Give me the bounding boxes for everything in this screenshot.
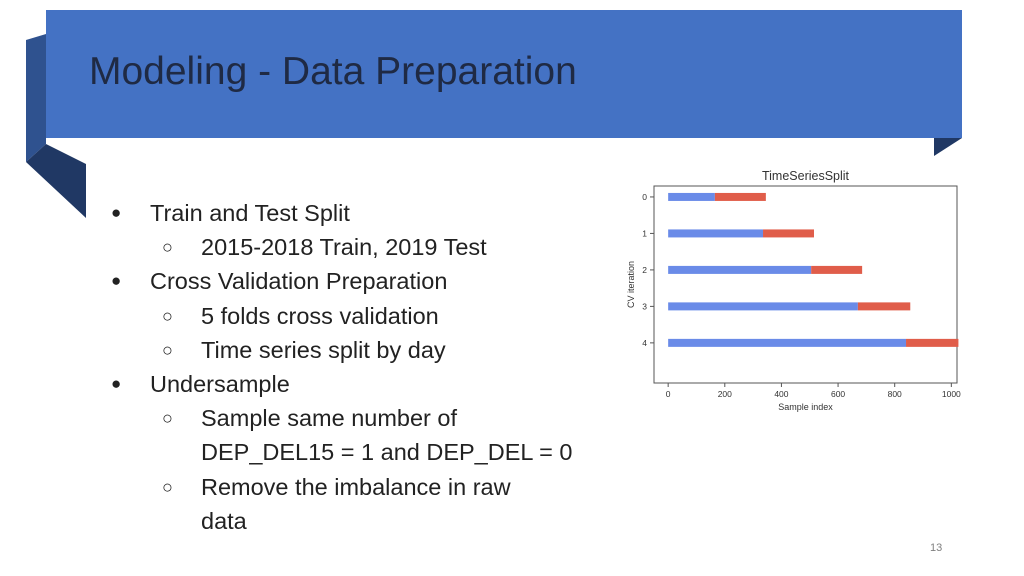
y-axis-label: CV iteration	[626, 261, 636, 308]
sub-bullet-item: data	[100, 504, 600, 538]
page-number: 13	[930, 542, 943, 554]
bullet-text: Remove the imbalance in raw	[201, 473, 511, 500]
y-tick-label: 1	[642, 228, 647, 238]
y-tick-label: 2	[642, 265, 647, 275]
x-tick-label: 1000	[942, 389, 961, 399]
header-tail-decoration	[934, 138, 962, 156]
train-bar	[668, 265, 812, 274]
bullet-marker: ●	[111, 203, 122, 222]
bullet-item: ● Undersample	[100, 367, 600, 401]
test-bar	[811, 265, 863, 274]
chart-title: TimeSeriesSplit	[762, 169, 850, 183]
sub-bullet-marker: ○	[162, 476, 173, 497]
y-tick-label: 4	[642, 338, 647, 348]
header-bar	[46, 10, 962, 138]
bullet-text: Sample same number of	[201, 405, 458, 432]
y-tick-label: 0	[642, 192, 647, 202]
sub-bullet-marker: ○	[162, 305, 173, 326]
sub-bullet-item: ○ Sample same number of	[100, 401, 600, 435]
x-tick-label: 200	[718, 389, 732, 399]
sub-bullet-marker: ○	[162, 237, 173, 258]
train-bar	[668, 229, 764, 238]
bullet-marker: ●	[111, 374, 122, 394]
slide-title: Modeling - Data Preparation	[89, 50, 577, 93]
sub-bullet-item: DEP_DEL15 = 1 and DEP_DEL = 0	[100, 435, 600, 469]
bullet-text: data	[201, 507, 247, 534]
bullet-marker: ●	[111, 271, 122, 291]
test-bar	[714, 192, 766, 201]
sub-bullet-item: ○ 2015-2018 Train, 2019 Test	[100, 230, 600, 264]
bullet-text: Time series split by day	[201, 336, 446, 363]
sub-bullet-item: ○ Time series split by day	[100, 333, 600, 367]
x-tick-label: 0	[666, 389, 671, 399]
bullet-text: Train and Test Split	[150, 200, 350, 226]
timeseries-split-chart: TimeSeriesSplit 0 200 400 600 800 1000 0 1 2 3 4 Sam…	[626, 169, 961, 412]
x-axis-label: Sample index	[778, 402, 833, 412]
test-bar	[763, 229, 814, 238]
header-shade-decoration	[26, 34, 86, 218]
train-bar	[668, 192, 715, 201]
sub-bullet-item: ○ 5 folds cross validation	[100, 299, 600, 333]
x-tick-label: 400	[774, 389, 788, 399]
test-bar	[857, 302, 911, 311]
x-tick-label: 800	[888, 389, 902, 399]
bullet-text: Cross Validation Preparation	[150, 268, 448, 295]
bullet-item: ● Cross Validation Preparation	[100, 264, 600, 298]
bullet-text: DEP_DEL15 = 1 and DEP_DEL = 0	[201, 439, 573, 466]
plot-area	[653, 185, 958, 384]
train-bar	[668, 338, 907, 347]
bullet-text: 2015-2018 Train, 2019 Test	[201, 234, 487, 261]
bullet-list: ● Train and Test Split ○ 2015-2018 Train, 2…	[100, 196, 600, 538]
test-bar	[906, 338, 959, 347]
x-tick-label: 600	[831, 389, 845, 399]
bullet-text: 5 folds cross validation	[201, 302, 439, 329]
bullet-item: ● Train and Test Split	[100, 196, 600, 230]
train-bar	[668, 302, 858, 311]
bullet-text: Undersample	[150, 371, 290, 398]
sub-bullet-marker: ○	[162, 408, 173, 429]
y-tick-label: 3	[642, 301, 647, 311]
sub-bullet-marker: ○	[162, 339, 173, 360]
sub-bullet-item: ○ Remove the imbalance in raw	[100, 470, 600, 504]
